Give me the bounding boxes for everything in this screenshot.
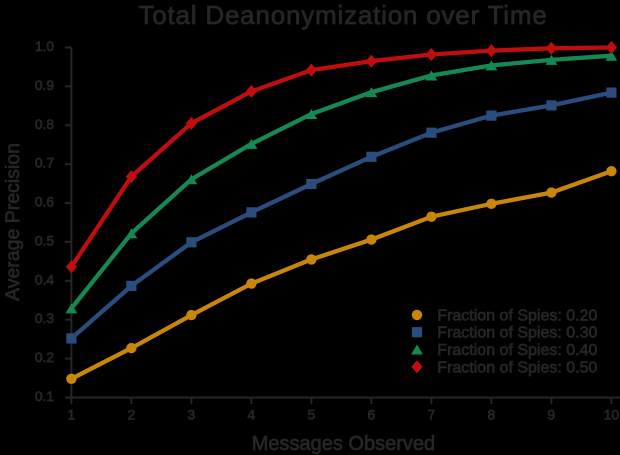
svg-text:4: 4 xyxy=(248,408,256,423)
svg-text:Fraction of Spies: 0.40: Fraction of Spies: 0.40 xyxy=(437,342,597,359)
svg-text:9: 9 xyxy=(548,408,556,423)
svg-text:Fraction of Spies: 0.50: Fraction of Spies: 0.50 xyxy=(437,359,597,376)
svg-text:0.7: 0.7 xyxy=(35,156,54,171)
svg-text:Total Deanonymization over Tim: Total Deanonymization over Time xyxy=(138,0,547,30)
svg-text:0.1: 0.1 xyxy=(35,389,54,404)
svg-text:Fraction of Spies: 0.20: Fraction of Spies: 0.20 xyxy=(437,307,597,324)
svg-text:0.9: 0.9 xyxy=(35,78,55,93)
svg-text:8: 8 xyxy=(488,408,496,423)
svg-text:3: 3 xyxy=(188,408,196,423)
svg-text:Messages Observed: Messages Observed xyxy=(252,433,435,455)
svg-text:1.0: 1.0 xyxy=(35,39,55,54)
svg-text:0.2: 0.2 xyxy=(35,350,54,365)
svg-text:0.5: 0.5 xyxy=(35,233,55,248)
svg-text:0.4: 0.4 xyxy=(35,272,55,287)
svg-text:Fraction of Spies: 0.30: Fraction of Spies: 0.30 xyxy=(437,325,597,342)
svg-text:5: 5 xyxy=(308,408,316,423)
svg-text:1: 1 xyxy=(68,408,76,423)
svg-text:2: 2 xyxy=(128,408,136,423)
svg-text:Average Precision: Average Precision xyxy=(2,143,24,301)
svg-text:0.3: 0.3 xyxy=(35,311,55,326)
svg-text:10: 10 xyxy=(604,408,620,423)
svg-text:0.8: 0.8 xyxy=(35,117,55,132)
svg-text:0.6: 0.6 xyxy=(35,195,55,210)
svg-text:7: 7 xyxy=(428,408,436,423)
svg-text:6: 6 xyxy=(368,408,376,423)
